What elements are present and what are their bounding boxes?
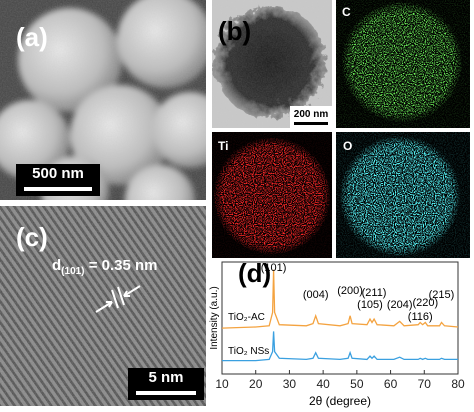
x-tick-label: 70 [418,377,432,391]
series-label: TiO₂-AC [228,312,265,323]
panel-label: (a) [16,22,48,52]
scale-bar-text: 200 nm [294,109,329,120]
d-spacing-sub: (101) [61,266,84,277]
x-tick-label: 80 [451,377,465,391]
x-axis-label: 2θ (degree) [309,394,371,408]
x-tick-label: 20 [249,377,263,391]
spacing-marker [95,285,141,313]
y-axis-label: Intensity (a.u.) [209,286,220,349]
d-spacing-main: d [52,257,61,274]
element-label: Ti [218,139,228,153]
xrd-line [222,331,458,362]
xrd-chart: (d) 2θ (degree) Intensity (a.u.) TiO₂-AC… [209,258,465,408]
x-tick-label: 10 [215,377,229,391]
scale-bar [136,391,196,395]
d-spacing: d(101) = 0.35 nm [52,257,158,277]
series-label: TiO₂ NSs [228,346,269,357]
scale-bar [294,122,328,125]
peak-label: (116) [408,311,433,323]
d-spacing-rest: = 0.35 nm [85,257,158,274]
peak-label: (215) [429,289,455,301]
panel-label: (c) [16,222,48,252]
x-tick-label: 40 [316,377,330,391]
peak-label: (105) [357,299,383,311]
element-label: C [342,5,351,19]
peak-label: (211) [362,287,387,299]
panel-label: (b) [218,16,251,46]
peak-label: (004) [303,289,329,301]
scale-bar-text: 500 nm [32,165,84,182]
x-tick-label: 30 [283,377,297,391]
peak-label: (204) [387,299,413,311]
eds-map [336,0,470,128]
x-tick-label: 60 [384,377,398,391]
eds-map [336,132,470,258]
peak-label: (101) [261,262,287,274]
x-tick-label: 50 [350,377,364,391]
scale-bar-text: 5 nm [148,369,183,386]
panel-label: (d) [238,258,271,288]
tem-image [212,0,332,128]
eds-map [212,132,332,258]
xrd-line [221,269,459,329]
peak-label: (220) [412,297,438,309]
scale-bar [24,187,92,191]
peak-label: (200) [337,285,363,297]
element-label: O [343,139,352,153]
plot-frame [221,261,459,375]
